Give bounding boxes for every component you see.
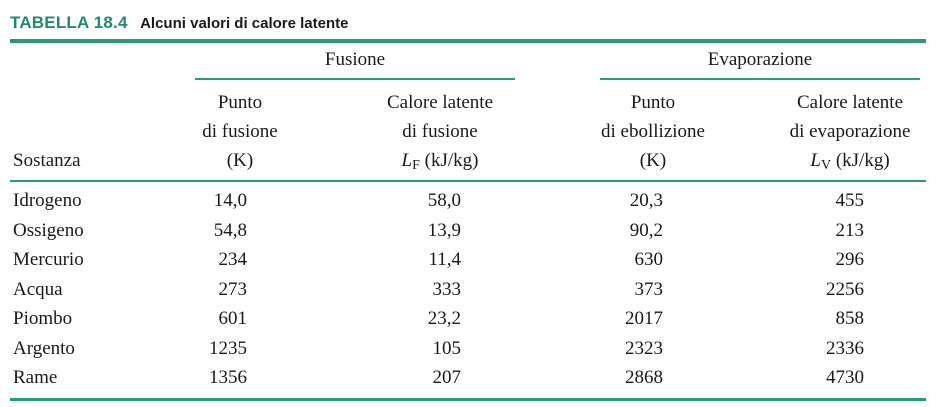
symbol-subscript: V	[820, 158, 832, 173]
cell-boiling-point: 90,2	[629, 219, 663, 241]
header-line: di ebollizione	[601, 121, 705, 142]
group-rule-fusion	[195, 78, 515, 80]
symbol: L	[401, 150, 413, 171]
cell-latent-evaporation: 858	[835, 308, 865, 329]
cell-substance: Acqua	[13, 278, 63, 300]
cell-melting-point: 14,0	[213, 190, 247, 211]
cell-melting-point: 601	[218, 308, 248, 329]
cell-melting-point: 1356	[209, 367, 247, 388]
cell-latent-fusion: 105	[432, 337, 462, 359]
cell-melting-point: 1235	[209, 337, 247, 359]
column-header-boiling-point: Punto di ebollizione (K)	[578, 88, 728, 175]
cell-substance: Piombo	[13, 308, 73, 329]
cell-latent-fusion: 58,0	[427, 190, 461, 211]
cell-boiling-point: 2868	[625, 367, 663, 388]
group-header-evaporation: Evaporazione	[707, 49, 813, 70]
cell-latent-fusion: 207	[432, 367, 462, 388]
cell-boiling-point: 2017	[625, 308, 663, 329]
header-line: LF (kJ/kg)	[355, 146, 525, 180]
group-header-fusion: Fusione	[324, 49, 386, 70]
table-row: Ossigeno 54,8 13,9 90,2 213	[0, 216, 939, 245]
header-rule	[10, 180, 926, 182]
cell-substance: Ossigeno	[13, 219, 84, 241]
table-caption: TABELLA 18.4 Alcuni valori di calore lat…	[10, 10, 349, 36]
header-line: di evaporazione	[789, 121, 911, 142]
header-line: di fusione	[402, 121, 478, 142]
header-line: Punto	[630, 92, 676, 113]
cell-melting-point: 234	[218, 249, 248, 270]
table-number: TABELLA 18.4	[10, 13, 128, 32]
column-header-latent-fusion: Calore latente di fusione LF (kJ/kg)	[355, 88, 525, 180]
cell-boiling-point: 2323	[625, 337, 663, 359]
table-row: Piombo 601 23,2 2017 858	[0, 304, 939, 333]
header-line: Punto	[217, 92, 263, 113]
column-header-substance: Sostanza	[13, 150, 81, 171]
cell-latent-evaporation: 4730	[826, 367, 864, 388]
column-header-melting-point: Punto di fusione (K)	[170, 88, 310, 175]
symbol-subscript: F	[412, 158, 420, 173]
table-title: Alcuni valori di calore latente	[140, 15, 349, 32]
cell-substance: Idrogeno	[13, 190, 82, 211]
cell-substance: Argento	[13, 337, 75, 359]
symbol: L	[810, 150, 821, 171]
top-rule	[10, 39, 926, 43]
cell-melting-point: 273	[218, 278, 248, 300]
cell-latent-evaporation: 2256	[826, 278, 864, 300]
cell-substance: Rame	[13, 367, 58, 388]
table-row: Argento 1235 105 2323 2336	[0, 334, 939, 363]
table-row: Rame 1356 207 2868 4730	[0, 363, 939, 392]
unit: (kJ/kg)	[835, 150, 890, 171]
cell-latent-evaporation: 455	[835, 190, 865, 211]
cell-latent-fusion: 11,4	[428, 249, 461, 270]
cell-latent-evaporation: 213	[835, 219, 865, 241]
cell-boiling-point: 373	[634, 278, 664, 300]
bottom-rule	[10, 398, 926, 401]
header-line: (K)	[226, 150, 254, 171]
cell-latent-fusion: 23,2	[427, 308, 461, 329]
cell-substance: Mercurio	[13, 249, 84, 270]
cell-boiling-point: 630	[634, 249, 664, 270]
cell-boiling-point: 20,3	[629, 190, 663, 211]
cell-latent-evaporation: 296	[835, 249, 865, 270]
table-row: Mercurio 234 11,4 630 296	[0, 245, 939, 274]
cell-melting-point: 54,8	[213, 219, 247, 241]
column-header-latent-evaporation: Calore latente di evaporazione LV (kJ/kg…	[765, 88, 935, 180]
header-line: di fusione	[202, 121, 278, 142]
header-line: Calore latente	[386, 92, 494, 113]
group-rule-evaporation	[600, 78, 920, 80]
header-line: LV (kJ/kg)	[765, 146, 935, 180]
cell-latent-fusion: 13,9	[427, 219, 461, 241]
unit: (kJ/kg)	[424, 150, 479, 171]
cell-latent-evaporation: 2336	[826, 337, 864, 359]
table-row: Acqua 273 333 373 2256	[0, 275, 939, 304]
header-line: Calore latente	[796, 92, 904, 113]
table-row: Idrogeno 14,0 58,0 20,3 455	[0, 186, 939, 215]
header-line: (K)	[639, 150, 667, 171]
cell-latent-fusion: 333	[432, 278, 462, 300]
